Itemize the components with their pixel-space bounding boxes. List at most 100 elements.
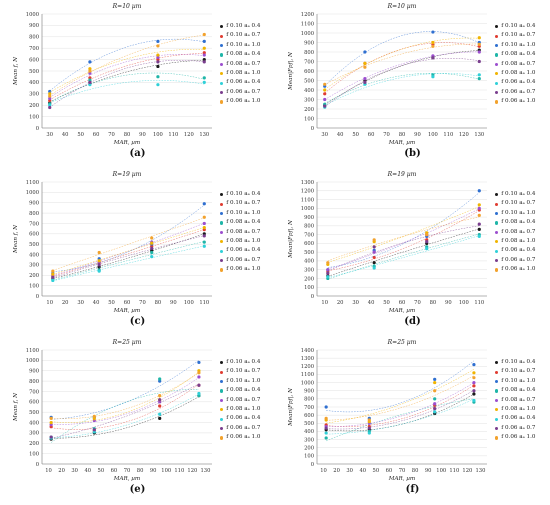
x-tick-label: 50 [77, 132, 84, 138]
data-point [323, 82, 327, 86]
y-tick-label: 700 [29, 221, 39, 227]
y-tick-label: 400 [29, 80, 39, 86]
data-point [150, 236, 154, 240]
legend-item: f 0.10 aₐ 0.4 [220, 358, 260, 367]
trend-curve [324, 37, 480, 90]
legend-label: f 0.06 aₐ 1.0 [226, 266, 261, 273]
y-tick-label: 100 [304, 454, 314, 460]
x-tick-label: 30 [352, 300, 359, 306]
legend-label: f 0.10 aₐ 1.0 [501, 377, 536, 384]
legend-label: f 0.06 aₐ 0.4 [501, 415, 536, 422]
legend-marker-icon [220, 379, 224, 384]
trend-curve [327, 206, 480, 263]
trend-curve [51, 393, 200, 438]
y-tick-label: 800 [29, 35, 39, 41]
legend-marker-icon [220, 417, 224, 421]
trend-curve [324, 42, 480, 94]
data-point [431, 40, 435, 45]
legend-marker-icon [495, 408, 499, 412]
data-point [431, 75, 435, 79]
trend-curve [52, 222, 205, 276]
legend-marker-icon [495, 230, 499, 234]
chart-title: R=25 µm [387, 339, 417, 346]
panel-label: (d) [404, 316, 421, 327]
legend-label: f 0.08 aₐ 0.7 [226, 396, 261, 403]
legend-label: f 0.06 aₐ 0.7 [226, 256, 261, 263]
y-tick-label: 1200 [301, 364, 314, 370]
y-tick-label: 200 [304, 446, 314, 452]
legend-item: f 0.08 aₐ 1.0 [220, 405, 260, 414]
data-point [158, 416, 162, 420]
data-point [51, 269, 55, 273]
trend-curve [326, 360, 475, 413]
x-tick-label: 90 [445, 300, 452, 306]
legend-item: f 0.10 aₐ 0.4 [220, 22, 260, 31]
legend-marker-icon [495, 62, 499, 66]
y-tick-label: 0 [36, 294, 39, 300]
x-tick-label: 100 [459, 300, 469, 306]
legend-label: f 0.08 aₐ 0.7 [226, 228, 261, 235]
y-tick-label: 700 [29, 46, 39, 52]
x-tick-label: 90 [150, 468, 157, 474]
x-tick-label: 90 [139, 132, 146, 138]
data-point [202, 58, 206, 62]
x-tick-label: 60 [368, 132, 375, 138]
data-point [48, 94, 52, 98]
y-axis-title: Mean f, N [13, 392, 19, 422]
x-axis-title: MAR, µm [113, 140, 140, 146]
legend-marker-icon [220, 202, 224, 206]
legend-item: f 0.08 aₐ 1.0 [495, 237, 535, 246]
data-point [372, 255, 376, 260]
data-point [433, 407, 437, 411]
data-point [48, 99, 52, 103]
trend-curve [49, 34, 205, 96]
trend-curve [324, 58, 480, 108]
legend-marker-icon [495, 100, 499, 104]
x-tick-label: 120 [187, 468, 197, 474]
data-point [477, 73, 481, 77]
data-point [433, 377, 437, 381]
data-point [472, 376, 476, 380]
legend-label: f 0.08 aₐ 0.4 [226, 219, 261, 226]
legend-label: f 0.08 aₐ 1.0 [226, 238, 261, 245]
y-tick-label: 1300 [301, 356, 314, 362]
legend-marker-icon [495, 202, 499, 206]
legend-label: f 0.08 aₐ 0.7 [501, 396, 536, 403]
data-point [158, 377, 162, 381]
data-point [202, 234, 206, 238]
chart-svg: 0 100 200 300 400 500 600 700 800 900 1000 1100 1200… [288, 339, 487, 482]
y-tick-label: 200 [29, 103, 39, 109]
legend-item: f 0.10 aₐ 0.7 [220, 199, 260, 208]
legend-marker-icon [220, 268, 224, 272]
data-point [88, 83, 92, 87]
y-tick-label: 900 [29, 369, 39, 375]
x-tick-label: 20 [337, 300, 344, 306]
data-point [367, 418, 371, 422]
y-tick-label: 800 [304, 224, 314, 230]
chart-title: R=25 µm [112, 339, 142, 346]
y-tick-label: 900 [304, 215, 314, 221]
chart-panel-b: 0 100 200 300 400 500 600 700 800 900 1000 1100 1200… [275, 0, 550, 168]
x-tick-label: 60 [93, 132, 100, 138]
data-point [431, 30, 435, 34]
data-point [323, 104, 327, 108]
data-point [51, 272, 55, 276]
x-tick-label: 130 [201, 468, 211, 474]
data-point [324, 416, 328, 420]
y-tick-label: 1100 [26, 348, 39, 354]
x-tick-label: 80 [124, 132, 131, 138]
data-point [472, 392, 476, 396]
x-tick-label: 60 [399, 300, 406, 306]
legend-marker-icon [495, 398, 499, 402]
legend-item: f 0.08 aₐ 0.4 [220, 218, 260, 227]
data-point [324, 426, 328, 430]
x-tick-label: 110 [168, 132, 178, 138]
y-tick-label: 200 [29, 273, 39, 279]
y-tick-label: 300 [29, 263, 39, 269]
legend-item: f 0.08 aₐ 0.7 [495, 60, 535, 69]
trend-curve [326, 393, 475, 432]
data-point [88, 80, 92, 84]
x-tick-label: 40 [84, 468, 91, 474]
x-tick-label: 70 [383, 132, 390, 138]
data-point [150, 250, 154, 255]
